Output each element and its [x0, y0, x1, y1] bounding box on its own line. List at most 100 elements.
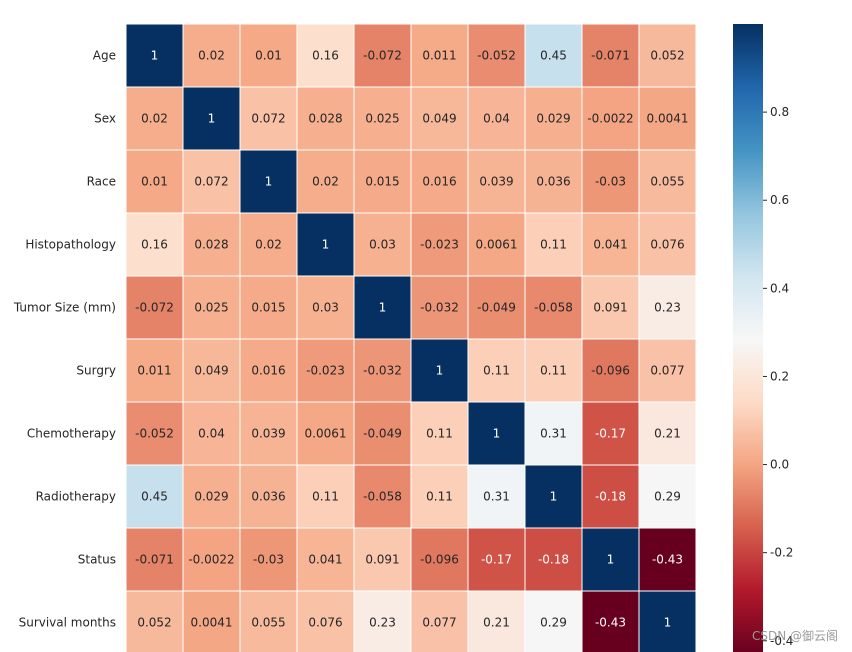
cell-value-label: -0.43 [595, 616, 626, 630]
cell-value-label: 1 [322, 238, 330, 252]
cell-value-label: 0.0061 [305, 427, 347, 441]
cell-value-label: 0.11 [483, 364, 510, 378]
cell-value-label: 1 [208, 112, 216, 126]
cell-value-label: 0.025 [365, 112, 399, 126]
row-label: Chemotherapy [27, 427, 116, 441]
cell-value-label: 1 [493, 427, 501, 441]
heatmap-cell [239, 590, 298, 652]
row-label: Race [87, 175, 116, 189]
cell-value-label: -0.071 [591, 49, 630, 63]
heatmap-cell [296, 86, 355, 151]
cell-value-label: -0.049 [363, 427, 402, 441]
heatmap-cell [467, 149, 526, 214]
cell-value-label: 0.21 [483, 616, 510, 630]
cell-value-label: 0.052 [137, 616, 171, 630]
heatmap-cell [638, 23, 697, 88]
heatmap-cell [410, 275, 469, 340]
heatmap-cell [638, 86, 697, 151]
cell-value-label: -0.43 [652, 553, 683, 567]
cell-value-label: -0.071 [135, 553, 174, 567]
cell-value-label: -0.03 [253, 553, 284, 567]
cell-value-label: -0.058 [534, 301, 573, 315]
heatmap-cell [524, 149, 583, 214]
heatmap-cell [581, 275, 640, 340]
cell-value-label: 0.04 [483, 112, 510, 126]
cell-value-label: -0.18 [595, 490, 626, 504]
heatmap-cell [125, 23, 184, 88]
heatmap-cell [353, 590, 412, 652]
cell-value-label: 1 [664, 616, 672, 630]
colorbar-tick-label: 0.4 [770, 281, 789, 295]
heatmap-cell [410, 23, 469, 88]
cell-value-label: -0.0022 [587, 112, 633, 126]
heatmap-cell [467, 464, 526, 529]
heatmap-cell [581, 401, 640, 466]
heatmap-cell [296, 590, 355, 652]
heatmap-cell [182, 527, 241, 592]
row-label: Radiotherapy [36, 490, 116, 504]
heatmap-cell [125, 590, 184, 652]
cell-value-label: -0.032 [420, 301, 459, 315]
cell-value-label: 0.0041 [191, 616, 233, 630]
cell-value-label: 0.028 [194, 238, 228, 252]
heatmap-cell [467, 275, 526, 340]
cell-value-label: 0.21 [654, 427, 681, 441]
heatmap-cell [581, 86, 640, 151]
cell-value-label: 0.02 [255, 238, 282, 252]
cell-value-label: -0.17 [595, 427, 626, 441]
heatmap-cell [638, 212, 697, 277]
heatmap-cell [581, 212, 640, 277]
heatmap-cell [353, 275, 412, 340]
heatmap-cell [467, 212, 526, 277]
cell-value-label: -0.058 [363, 490, 402, 504]
cell-value-label: 0.011 [137, 364, 171, 378]
cell-value-label: 0.16 [141, 238, 168, 252]
row-label: Surgry [76, 364, 116, 378]
colorbar-tick-label: -0.2 [770, 546, 793, 560]
cell-value-label: 0.029 [194, 490, 228, 504]
heatmap-cell [638, 464, 697, 529]
heatmap-cell [410, 464, 469, 529]
row-label: Histopathology [25, 238, 116, 252]
heatmap-cell [125, 149, 184, 214]
row-label: Tumor Size (mm) [13, 301, 116, 315]
heatmap-cell [524, 275, 583, 340]
colorbar-tick-label: 0.2 [770, 369, 789, 383]
cell-value-label: 0.052 [650, 49, 684, 63]
cell-value-label: 0.0061 [476, 238, 518, 252]
cell-value-label: 0.025 [194, 301, 228, 315]
heatmap-cell [296, 464, 355, 529]
heatmap-cell [467, 527, 526, 592]
cell-value-label: 0.29 [540, 616, 567, 630]
heatmap-cell [410, 86, 469, 151]
cell-value-label: -0.052 [477, 49, 516, 63]
heatmap-cell [581, 149, 640, 214]
heatmap-cell [638, 590, 697, 652]
heatmap-cell [239, 338, 298, 403]
heatmap-cell [581, 590, 640, 652]
heatmap-cell [467, 401, 526, 466]
heatmap-cell [125, 401, 184, 466]
heatmap-cell [125, 338, 184, 403]
watermark: CSDN @御云阁 [751, 629, 838, 643]
cell-value-label: 0.077 [422, 616, 456, 630]
heatmap-cell [581, 464, 640, 529]
cell-value-label: 0.31 [540, 427, 567, 441]
cell-value-label: 0.072 [251, 112, 285, 126]
cell-value-label: 0.041 [593, 238, 627, 252]
cell-value-label: 0.011 [422, 49, 456, 63]
heatmap-cell [239, 23, 298, 88]
cell-value-label: 0.11 [540, 364, 567, 378]
cell-value-label: 0.049 [422, 112, 456, 126]
heatmap-cell [353, 338, 412, 403]
cell-value-label: 1 [550, 490, 558, 504]
heatmap-cell [182, 464, 241, 529]
cell-value-label: 0.028 [308, 112, 342, 126]
heatmap-cell [410, 401, 469, 466]
cell-value-label: 0.02 [312, 175, 339, 189]
heatmap-cell [182, 23, 241, 88]
colorbar-tick-label: 0.0 [770, 458, 789, 472]
cell-value-label: 0.45 [540, 49, 567, 63]
cell-value-label: 0.041 [308, 553, 342, 567]
cell-value-label: 0.072 [194, 175, 228, 189]
